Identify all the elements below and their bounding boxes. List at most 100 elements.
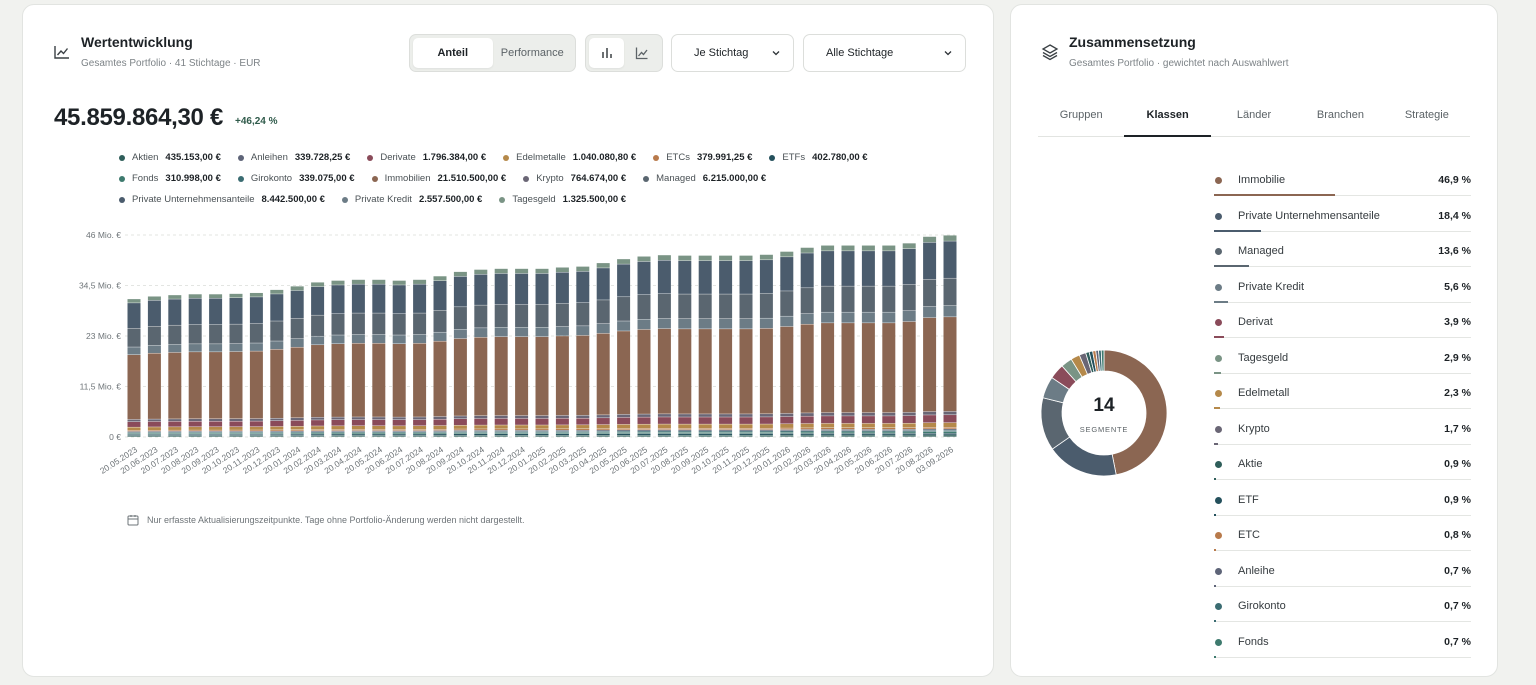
bar-segment [413, 434, 427, 436]
legend-item[interactable]: Derivate 1.796.384,00 € [367, 152, 486, 163]
allocation-row[interactable]: Girokonto 0,7 % [1214, 591, 1471, 627]
bar[interactable] [719, 255, 733, 437]
bar[interactable] [453, 271, 467, 437]
bar-segment [637, 417, 651, 424]
legend-item[interactable]: Private Kredit 2.557.500,00 € [341, 194, 482, 205]
tab-gruppen[interactable]: Gruppen [1059, 109, 1103, 121]
bar-segment [739, 294, 753, 319]
allocation-row[interactable]: Tagesgeld 2,9 % [1214, 343, 1471, 379]
allocation-row[interactable]: Fonds 0,7 % [1214, 627, 1471, 663]
bar[interactable] [800, 247, 814, 437]
bar-segment [331, 417, 345, 420]
bar[interactable] [861, 245, 875, 437]
bar-segment [596, 430, 610, 432]
bar[interactable] [433, 276, 447, 437]
bar[interactable] [229, 293, 243, 437]
allocation-row[interactable]: Private Kredit 5,6 % [1214, 272, 1471, 308]
bar[interactable] [943, 235, 957, 437]
allocation-row[interactable]: Private Unternehmensanteile 18,4 % [1214, 201, 1471, 237]
bar[interactable] [249, 292, 263, 437]
tab-laender[interactable]: Länder [1236, 109, 1272, 121]
dates-dropdown[interactable]: Alle Stichtage [803, 34, 966, 72]
bar-segment [780, 433, 794, 435]
bar-segment [331, 435, 345, 437]
bar-chart-button[interactable] [589, 38, 624, 68]
legend-item[interactable]: Aktien 435.153,00 € [119, 152, 221, 163]
tab-klassen[interactable]: Klassen [1124, 100, 1212, 137]
bar[interactable] [617, 259, 631, 437]
period-dropdown[interactable]: Je Stichtag [671, 34, 794, 72]
bar[interactable] [290, 286, 304, 437]
bar[interactable] [902, 243, 916, 437]
legend-item[interactable]: ETFs 402.780,00 € [769, 152, 868, 163]
bar[interactable] [413, 279, 427, 437]
allocation-row[interactable]: Derivat 3,9 % [1214, 307, 1471, 343]
bar[interactable] [392, 280, 406, 437]
bar-segment [780, 291, 794, 316]
bar[interactable] [127, 299, 141, 437]
bar[interactable] [739, 255, 753, 437]
bar[interactable] [596, 263, 610, 437]
bar[interactable] [678, 255, 692, 437]
bar[interactable] [780, 251, 794, 437]
donut-slice[interactable] [1051, 436, 1117, 477]
bar[interactable] [657, 255, 671, 437]
allocation-row[interactable]: Aktie 0,9 % [1214, 449, 1471, 485]
legend-item[interactable]: Private Unternehmensanteile 8.442.500,00 … [119, 194, 325, 205]
donut-slice[interactable] [1100, 349, 1105, 372]
tab-anteil[interactable]: Anteil [413, 38, 493, 68]
legend-item[interactable]: Anleihen 339.728,25 € [237, 152, 350, 163]
allocation-row[interactable]: Krypto 1,7 % [1214, 414, 1471, 450]
bar[interactable] [923, 236, 937, 437]
bar[interactable] [147, 296, 161, 437]
bar[interactable] [188, 294, 202, 437]
bar-segment [821, 416, 835, 424]
legend-item[interactable]: Krypto 764.674,00 € [523, 173, 626, 184]
allocation-row[interactable]: Managed 13,6 % [1214, 236, 1471, 272]
bar[interactable] [168, 295, 182, 437]
allocation-row[interactable]: ETC 0,8 % [1214, 520, 1471, 556]
bar[interactable] [209, 294, 223, 437]
bar[interactable] [637, 256, 651, 437]
donut-slice[interactable] [1103, 349, 1168, 476]
bar[interactable] [759, 254, 773, 437]
legend-item[interactable]: Immobilien 21.510.500,00 € [371, 173, 506, 184]
bar[interactable] [841, 245, 855, 437]
bar-segment [943, 305, 957, 317]
line-chart-button[interactable] [624, 38, 659, 68]
bar[interactable] [270, 289, 284, 437]
legend-item[interactable]: Managed 6.215.000,00 € [643, 173, 766, 184]
bar[interactable] [474, 269, 488, 437]
bar[interactable] [698, 255, 712, 437]
allocation-row[interactable]: Immobilie 46,9 % [1214, 165, 1471, 201]
allocation-row[interactable]: Edelmetall 2,3 % [1214, 378, 1471, 414]
tab-branchen[interactable]: Branchen [1316, 109, 1364, 121]
allocation-row[interactable]: ETF 0,9 % [1214, 485, 1471, 521]
tab-strategie[interactable]: Strategie [1404, 109, 1449, 121]
allocation-row[interactable]: Anleihe 0,7 % [1214, 556, 1471, 592]
legend-item[interactable]: Tagesgeld 1.325.500,00 € [499, 194, 626, 205]
bar[interactable] [535, 268, 549, 437]
bar-segment [759, 293, 773, 318]
bar-segment [413, 430, 427, 432]
bar[interactable] [311, 282, 325, 437]
legend-item[interactable]: Edelmetalle 1.040.080,80 € [503, 152, 636, 163]
bar[interactable] [351, 279, 365, 437]
bar-segment [127, 421, 141, 427]
bar-segment [780, 413, 794, 417]
bar[interactable] [372, 279, 386, 437]
legend-item[interactable]: ETCs 379.991,25 € [653, 152, 752, 163]
bar[interactable] [576, 266, 590, 437]
bar[interactable] [515, 268, 529, 437]
bar-segment [474, 328, 488, 338]
legend-item[interactable]: Girokonto 339.075,00 € [237, 173, 355, 184]
bar[interactable] [882, 245, 896, 437]
bar-segment [127, 299, 141, 303]
bar[interactable] [494, 268, 508, 437]
bar-segment [882, 416, 896, 424]
tab-performance[interactable]: Performance [500, 47, 564, 59]
bar[interactable] [821, 245, 835, 437]
bar[interactable] [331, 280, 345, 437]
bar[interactable] [555, 267, 569, 437]
legend-item[interactable]: Fonds 310.998,00 € [119, 173, 221, 184]
